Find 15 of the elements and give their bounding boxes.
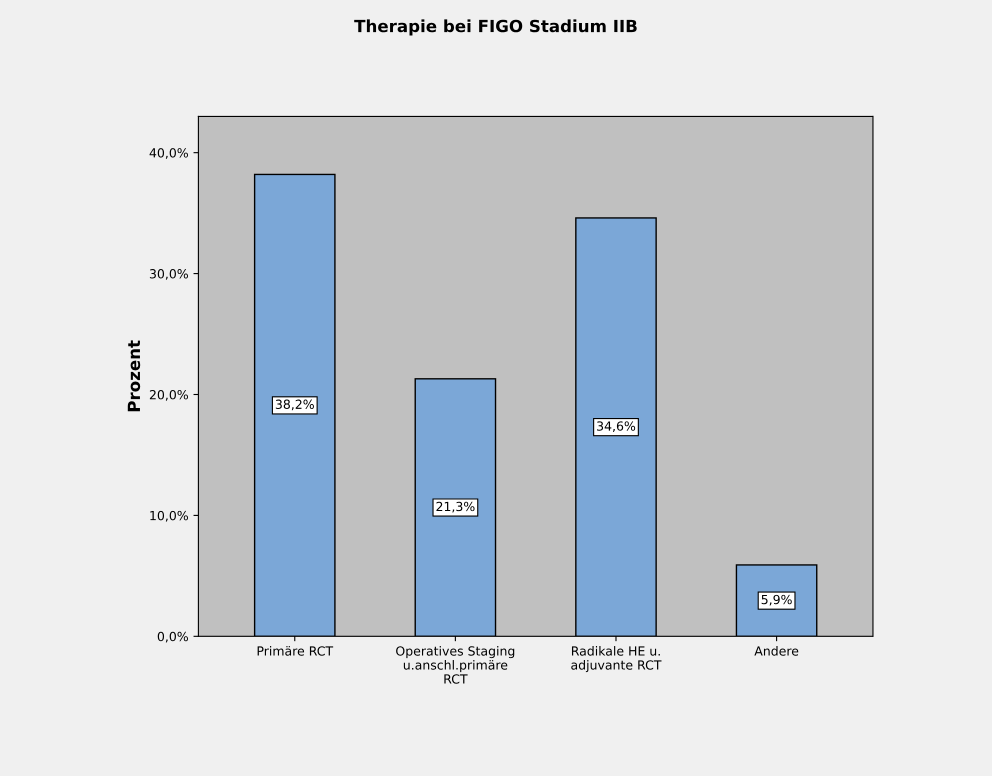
data-label: 5,9%: [762, 594, 792, 606]
data-label: 21,3%: [436, 502, 475, 512]
y-tick-label: 10,0%: [150, 510, 188, 522]
y-tick-label: 30,0%: [150, 269, 188, 280]
y-tick-label: 0,0%: [158, 632, 188, 643]
y-tick-label: 20,0%: [150, 390, 188, 401]
chart-title: Therapie bei FIGO Stadium IIB: [354, 19, 637, 36]
y-tick-label: 40,0%: [150, 148, 188, 159]
x-tick-label: Andere: [754, 646, 798, 656]
data-label: 34,6%: [597, 421, 636, 432]
x-tick-label: Radikale HE u. adjuvante RCT: [571, 646, 662, 672]
y-axis-title: Prozent: [128, 340, 140, 412]
x-tick-label: Primäre RCT: [258, 646, 334, 656]
x-tick-label: Operatives Staging u.anschl.primäre RCT: [396, 646, 514, 684]
data-label: 38,2%: [276, 400, 314, 410]
